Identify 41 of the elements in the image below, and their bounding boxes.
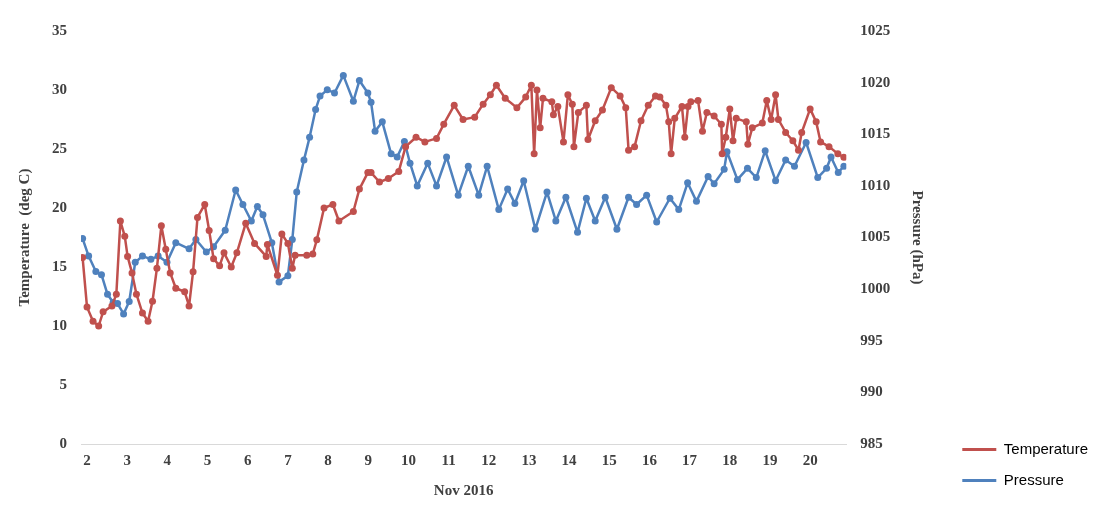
y-tick-label: 15 <box>52 257 67 274</box>
x-tick-label: 4 <box>163 451 172 468</box>
x-tick-label: 13 <box>521 451 537 468</box>
y2-tick-label: 1010 <box>860 176 891 193</box>
y2-tick-label: 1020 <box>860 73 891 90</box>
x-tick-label: 16 <box>641 451 658 468</box>
x-tick-label: 11 <box>441 451 456 468</box>
x-tick-label: 14 <box>561 451 578 468</box>
x-tick-label: 17 <box>682 451 698 468</box>
x-tick-label: 18 <box>722 451 738 468</box>
y2-tick-label: 990 <box>860 383 883 400</box>
x-tick-label: 7 <box>284 451 293 468</box>
x-tick-label: 5 <box>203 451 212 468</box>
x-tick-label: 9 <box>364 451 372 468</box>
y-tick-label: 5 <box>59 375 67 392</box>
x-axis-title: Nov 2016 <box>433 481 494 498</box>
y-tick-label: 35 <box>52 21 67 38</box>
y2-axis-title: Pressure (hPa) <box>909 190 927 285</box>
y-tick-label: 25 <box>52 139 67 156</box>
x-tick-label: 15 <box>601 451 617 468</box>
x-tick-label: 8 <box>324 451 332 468</box>
x-tick-label: 2 <box>83 451 91 468</box>
y-tick-label: 0 <box>59 434 67 451</box>
x-tick-label: 6 <box>243 451 252 468</box>
x-tick-label: 10 <box>400 451 416 468</box>
y2-tick-label: 1000 <box>860 280 891 296</box>
y2-tick-label: 985 <box>860 434 883 451</box>
x-tick-label: 3 <box>123 451 131 468</box>
y-tick-label: 20 <box>52 198 67 215</box>
y-tick-label: 30 <box>52 80 67 97</box>
y2-tick-label: 1025 <box>860 21 891 38</box>
y2-tick-label: 1015 <box>860 125 891 142</box>
x-tick-label: 19 <box>762 451 778 468</box>
y2-tick-label: 995 <box>860 331 883 348</box>
y-axis-title: Temperature (deg C) <box>15 168 33 307</box>
y2-tick-label: 1005 <box>860 228 891 245</box>
legend-label: Pressure <box>1003 470 1064 488</box>
legend-label: Temperature <box>1003 439 1089 457</box>
x-tick-label: 20 <box>802 451 818 468</box>
y-tick-label: 10 <box>52 316 67 333</box>
x-tick-label: 12 <box>481 451 497 468</box>
